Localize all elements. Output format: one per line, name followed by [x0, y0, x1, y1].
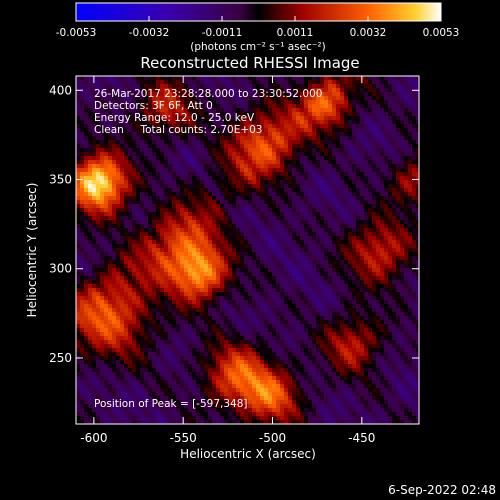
y-tick-label: 350 [49, 173, 72, 187]
x-tick-label: -500 [259, 431, 286, 445]
colorbar-tick-label: -0.0011 [202, 27, 243, 39]
x-tick-label: -450 [348, 431, 375, 445]
annotation-detectors: Detectors: 3F 6F, Att 0 [94, 100, 213, 112]
colorbar-units: (photons cm⁻² s⁻¹ asec⁻²) [190, 41, 325, 53]
colorbar-tick-label: 0.0032 [350, 27, 387, 39]
y-axis-label: Heliocentric Y (arcsec) [25, 183, 39, 318]
axes: -600 -550 -500 -450 250 300 350 400 [49, 76, 419, 445]
chart-title: Reconstructed RHESSI Image [140, 54, 359, 72]
colorbar-tick-label: -0.0032 [129, 27, 170, 39]
colorbar [75, 2, 442, 22]
x-axis-label: Heliocentric X (arcsec) [180, 447, 316, 461]
footer-date: 6-Sep-2022 02:48 [388, 483, 496, 497]
y-tick-label: 300 [49, 262, 72, 276]
y-tick-label: 250 [49, 351, 72, 365]
peak-position-label: Position of Peak = [-597,348] [94, 398, 248, 410]
annotation-time: 26-Mar-2017 23:28:28.000 to 23:30:52.000 [94, 88, 322, 100]
y-tick-label: 400 [49, 83, 72, 97]
colorbar-ticks: -0.0053 -0.0032 -0.0011 0.0011 0.0032 0.0053 [56, 16, 460, 39]
x-tick-label: -550 [170, 431, 197, 445]
annotation-energy: Energy Range: 12.0 - 25.0 keV [94, 112, 255, 124]
heatmap [76, 76, 419, 424]
annotation-counts: Clean Total counts: 2.70E+03 [94, 124, 263, 136]
plot-frame [75, 75, 420, 425]
x-tick-label: -600 [80, 431, 107, 445]
colorbar-tick-label: -0.0053 [56, 27, 97, 39]
colorbar-tick-label: 0.0053 [423, 27, 460, 39]
colorbar-tick-label: 0.0011 [277, 27, 314, 39]
